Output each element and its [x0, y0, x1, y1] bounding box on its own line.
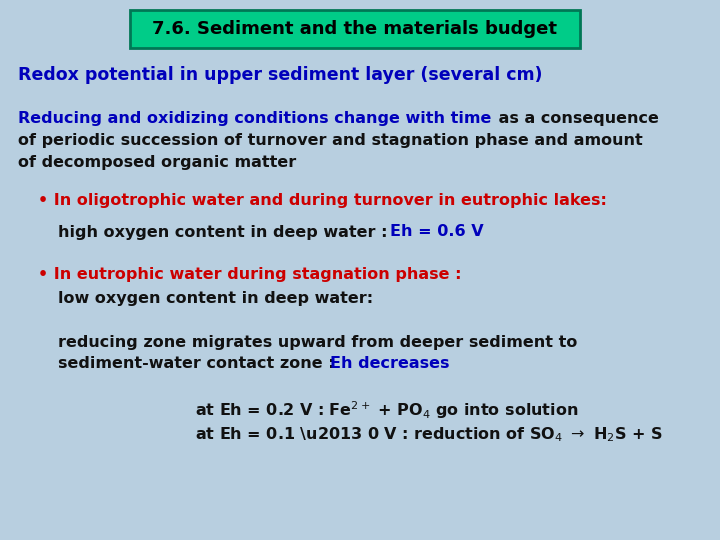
Text: Eh = 0.6 V: Eh = 0.6 V	[390, 225, 484, 240]
FancyBboxPatch shape	[130, 10, 580, 48]
Text: of periodic succession of turnover and stagnation phase and amount: of periodic succession of turnover and s…	[18, 132, 643, 147]
Text: reducing zone migrates upward from deeper sediment to: reducing zone migrates upward from deepe…	[58, 334, 577, 349]
Text: Eh decreases: Eh decreases	[330, 356, 449, 372]
Text: high oxygen content in deep water :: high oxygen content in deep water :	[58, 225, 393, 240]
Text: as a consequence: as a consequence	[493, 111, 659, 125]
Text: at Eh = 0.1 \u2013 0 V : reduction of SO$_4$ $\rightarrow$ H$_2$S + S: at Eh = 0.1 \u2013 0 V : reduction of SO…	[195, 426, 662, 444]
Text: of decomposed organic matter: of decomposed organic matter	[18, 154, 296, 170]
Text: sediment-water contact zone :: sediment-water contact zone :	[58, 356, 341, 372]
Text: at Eh = 0.2 V : Fe$^{2+}$ + PO$_4$ go into solution: at Eh = 0.2 V : Fe$^{2+}$ + PO$_4$ go in…	[195, 399, 578, 421]
Text: • In oligotrophic water and during turnover in eutrophic lakes:: • In oligotrophic water and during turno…	[38, 192, 607, 207]
Text: 7.6. Sediment and the materials budget: 7.6. Sediment and the materials budget	[153, 20, 557, 38]
Text: Redox potential in upper sediment layer (several cm): Redox potential in upper sediment layer …	[18, 66, 542, 84]
Text: Reducing and oxidizing conditions change with time: Reducing and oxidizing conditions change…	[18, 111, 491, 125]
Text: • In eutrophic water during stagnation phase :: • In eutrophic water during stagnation p…	[38, 267, 462, 282]
Text: low oxygen content in deep water:: low oxygen content in deep water:	[58, 291, 373, 306]
